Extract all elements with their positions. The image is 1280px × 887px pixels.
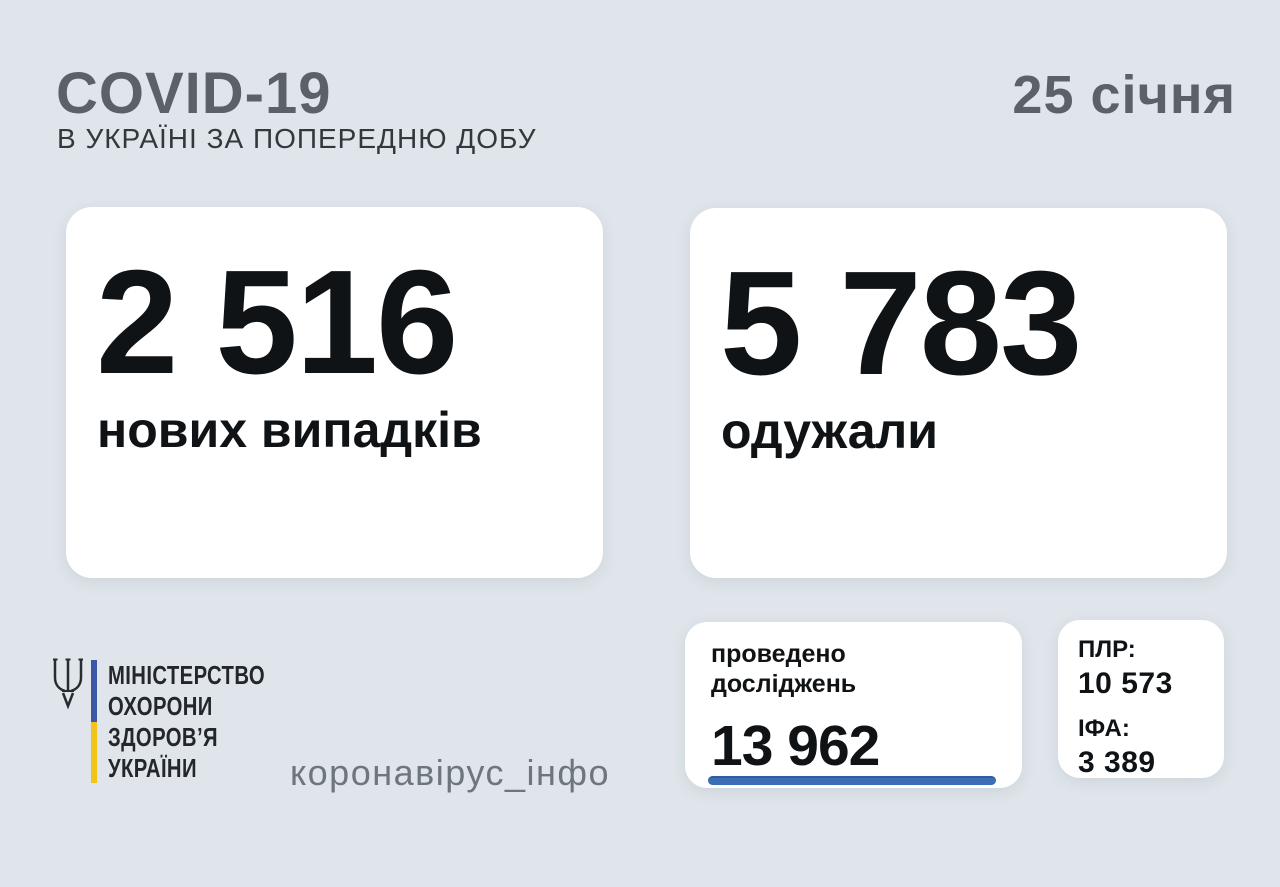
tests-label-line1: проведено [711, 640, 846, 668]
report-date: 25 січня [1012, 65, 1236, 125]
page-subtitle: В УКРАЇНІ ЗА ПОПЕРЕДНЮ ДОБУ [57, 123, 537, 154]
tests-value: 13 962 [711, 714, 880, 778]
channel-name: коронавірус_інфо [290, 752, 610, 793]
ministry-line: ЗДОРОВ’Я [108, 722, 218, 752]
ministry-name: МІНІСТЕРСТВО ОХОРОНИ ЗДОРОВ’Я УКРАЇНИ [108, 660, 265, 784]
elisa-label: ІФА: [1078, 715, 1130, 742]
tests-label-line2: досліджень [711, 670, 857, 698]
ministry-line: УКРАЇНИ [108, 753, 197, 783]
new-cases-value: 2 516 [96, 240, 458, 405]
new-cases-label: нових випадків [97, 402, 482, 458]
ministry-line: МІНІСТЕРСТВО [108, 660, 266, 690]
new-cases-card: 2 516 нових випадків [66, 207, 603, 578]
tests-card: проведено досліджень 13 962 [685, 622, 1022, 788]
elisa-value: 3 389 [1078, 746, 1156, 779]
ministry-line: ОХОРОНИ [108, 691, 213, 721]
lab-card: ПЛР: 10 573 ІФА: 3 389 [1058, 620, 1224, 779]
recovered-card: 5 783 одужали [690, 208, 1227, 578]
tests-progress-bar [708, 776, 996, 785]
pcr-value: 10 573 [1078, 667, 1173, 700]
flag-blue-segment [91, 660, 97, 722]
page-title: COVID-19 [56, 61, 332, 126]
ukraine-flag-bar [91, 660, 97, 783]
recovered-label: одужали [721, 403, 939, 459]
recovered-value: 5 783 [720, 241, 1082, 406]
pcr-label: ПЛР: [1078, 636, 1136, 663]
flag-yellow-segment [91, 722, 97, 783]
tryzub-icon [53, 658, 83, 710]
